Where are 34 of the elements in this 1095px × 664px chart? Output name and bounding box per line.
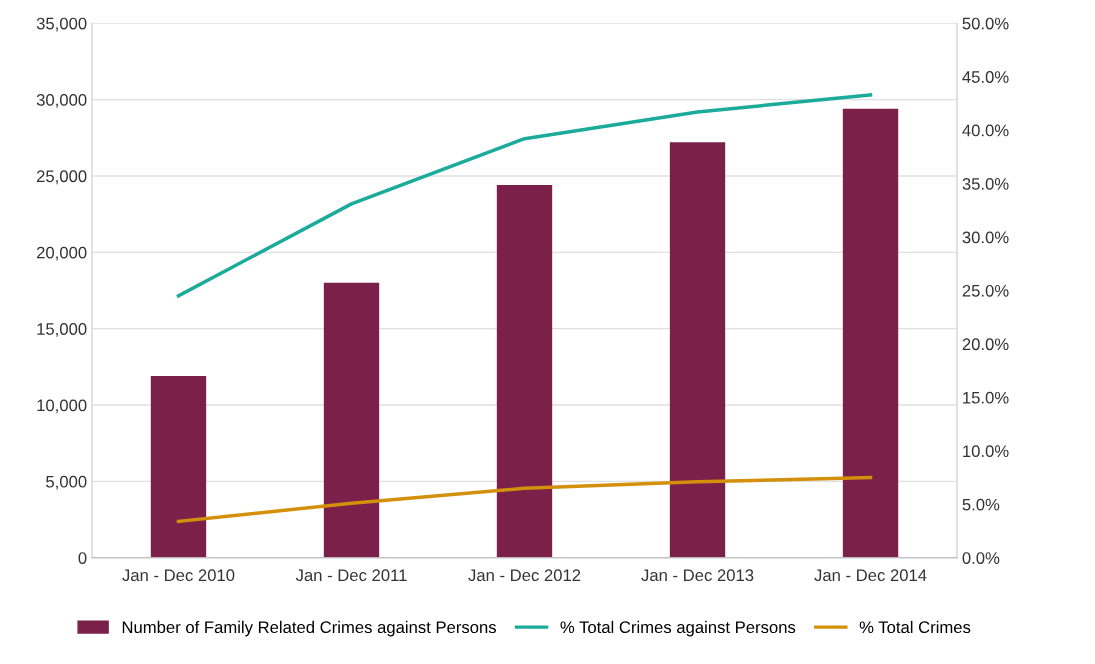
- y2-tick-label: 25.0%: [962, 284, 1009, 297]
- line-series: [176, 475, 873, 524]
- y-tick-label: 10,000: [37, 399, 87, 414]
- bar: [496, 185, 553, 558]
- line-series: [176, 93, 873, 298]
- y2-tick-label: 30.0%: [962, 231, 1009, 244]
- legend-label: % Total Crimes against Persons: [560, 620, 796, 637]
- y2-tick-label: 10.0%: [963, 445, 1009, 458]
- y-tick-label: 0: [78, 552, 87, 564]
- bar: [669, 142, 726, 558]
- y-tick-label: 25,000: [36, 170, 87, 185]
- bar: [323, 282, 380, 558]
- bar: [150, 376, 207, 558]
- legend-label: Number of Family Related Crimes against Persons: [122, 620, 496, 637]
- y-tick-label: 5,000: [46, 475, 87, 490]
- y-tick-label: 15,000: [37, 323, 87, 337]
- x-tick-label: Jan - Dec 2013: [641, 569, 754, 582]
- x-tick-label: Jan - Dec 2012: [468, 569, 581, 582]
- y2-tick-label: 50.0%: [962, 17, 1009, 30]
- x-tick-label: Jan - Dec 2014: [814, 569, 927, 582]
- y2-tick-label: 45.0%: [962, 71, 1009, 83]
- y2-tick-label: 5.0%: [962, 498, 1000, 511]
- bar: [842, 108, 899, 558]
- x-tick-label: Jan - Dec 2011: [295, 569, 407, 582]
- y2-tick-label: 0.0%: [962, 552, 1000, 564]
- y-tick-label: 35,000: [36, 17, 87, 32]
- legend-label: % Total Crimes: [859, 620, 971, 634]
- x-tick-label: Jan - Dec 2010: [122, 569, 235, 582]
- y2-tick-label: 35.0%: [962, 178, 1009, 190]
- y2-tick-label: 40.0%: [962, 124, 1009, 137]
- y2-tick-label: 20.0%: [962, 338, 1009, 351]
- y-tick-label: 20,000: [36, 246, 87, 261]
- y2-tick-label: 15.0%: [963, 391, 1009, 404]
- y-tick-label: 30,000: [36, 94, 87, 108]
